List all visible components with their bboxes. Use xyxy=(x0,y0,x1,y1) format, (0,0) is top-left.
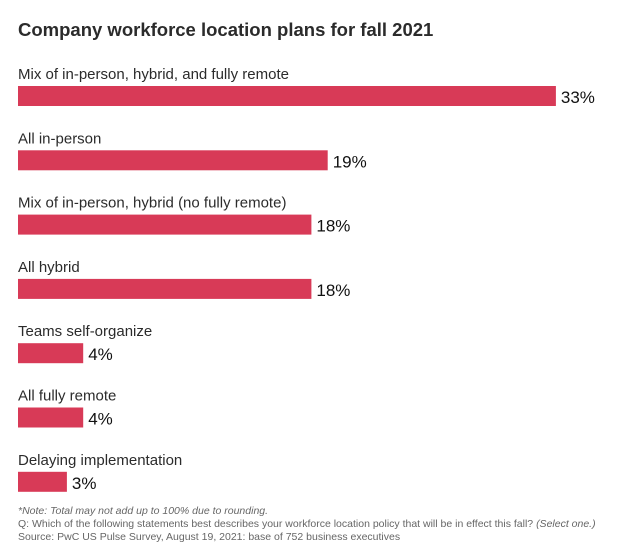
bar xyxy=(18,150,328,171)
value-label: 3% xyxy=(72,474,97,493)
source-note: Source: PwC US Pulse Survey, August 19, … xyxy=(18,531,401,543)
category-label: Delaying implementation xyxy=(18,452,182,469)
category-label: All hybrid xyxy=(18,259,80,276)
bar xyxy=(18,278,312,299)
category-label: All fully remote xyxy=(18,388,116,405)
bar xyxy=(18,407,84,428)
bar-chart: Mix of in-person, hybrid, and fully remo… xyxy=(18,66,595,493)
question-suffix: (Select one.) xyxy=(536,518,596,530)
value-label: 4% xyxy=(88,345,113,364)
chart-title: Company workforce location plans for fal… xyxy=(18,19,434,40)
value-label: 18% xyxy=(316,217,350,236)
bar xyxy=(18,86,556,106)
value-label: 4% xyxy=(88,410,113,429)
rounding-note: *Note: Total may not add up to 100% due … xyxy=(18,505,269,517)
value-label: 33% xyxy=(561,88,595,107)
value-label: 19% xyxy=(333,152,367,171)
survey-question: Q: Which of the following statements bes… xyxy=(18,518,596,530)
value-label: 18% xyxy=(316,281,350,300)
category-label: Teams self-organize xyxy=(18,323,152,340)
bar xyxy=(18,214,312,235)
category-label: Mix of in-person, hybrid (no fully remot… xyxy=(18,195,286,212)
category-label: All in-person xyxy=(18,130,101,147)
category-label: Mix of in-person, hybrid, and fully remo… xyxy=(18,66,289,83)
bar xyxy=(18,343,84,364)
question-text: Q: Which of the following statements bes… xyxy=(18,518,534,530)
bar xyxy=(18,471,67,492)
